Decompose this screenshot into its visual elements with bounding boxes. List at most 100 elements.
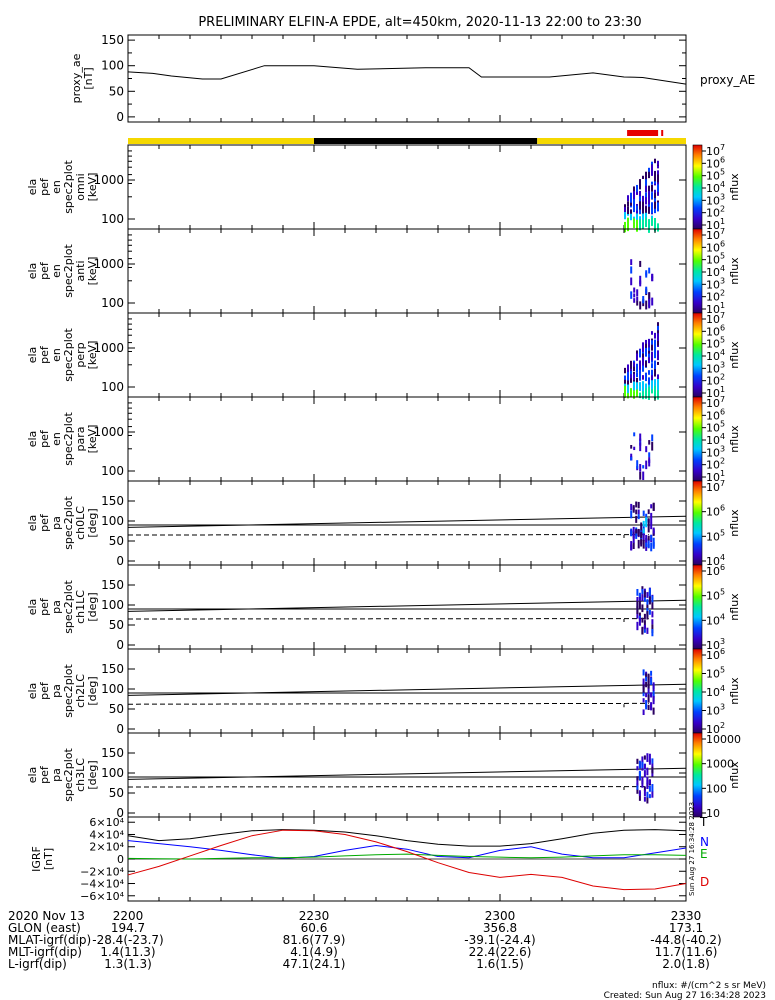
loss-cone-line [127, 767, 687, 780]
spectrogram-pixel [645, 372, 647, 382]
spectrogram-pixel [648, 386, 650, 393]
y-tick-label: 100 [101, 464, 124, 478]
proxy-ae-ylabel: proxy_ae[nT] [70, 53, 95, 103]
spectrogram-pixel [648, 452, 651, 458]
pitch-angle-pixel [641, 626, 644, 635]
footer-row-label: MLT-igrf(dip) [8, 945, 82, 959]
pitch-angle-pixel [651, 763, 654, 768]
pitch-angle-pixel [651, 770, 654, 777]
spectrogram-pixel [657, 379, 659, 383]
spectrogram-pixel [651, 344, 653, 351]
chart-title: PRELIMINARY ELFIN-A EPDE, alt=450km, 202… [198, 15, 641, 30]
spectrogram-pixel [648, 346, 650, 351]
colorbar [692, 396, 703, 482]
spectrogram-pixel [648, 188, 650, 192]
proxy-ae-line [127, 65, 687, 85]
pitch-angle-pixel [652, 696, 655, 705]
pitch-angle-pixel [630, 503, 633, 510]
y-tick-label: 100 [101, 59, 124, 73]
units-note: nflux: #/(cm^2 s sr MeV) [652, 981, 766, 991]
spectrogram-pixel [642, 207, 644, 216]
spectrogram-pixel [654, 199, 656, 204]
spectrogram-pixel [636, 184, 638, 192]
pitch-angle-pixel [648, 588, 651, 597]
pitch-angle-pixel [645, 517, 648, 523]
svg-text:elapefenspec2plotomni[keV]: elapefenspec2plotomni[keV] [26, 160, 99, 214]
spectrogram-pixel [630, 291, 633, 299]
spectrogram-frame [127, 144, 687, 230]
spectrogram-pixel [627, 201, 629, 207]
colorbar-tick-label: 105 [706, 666, 725, 681]
loss-cone-line [127, 683, 687, 696]
pitch-angle-pixel [641, 783, 644, 788]
pitch-angle-pixel [637, 501, 640, 509]
spectrogram-pixel [648, 384, 650, 389]
spectrogram-pixel [627, 364, 629, 372]
colorbar-tick-label: 104 [706, 432, 725, 447]
spectrogram-ylabel: elapefenspec2plotomni[keV] [26, 160, 99, 214]
spectrogram-pixel [639, 219, 641, 228]
pitch-angle-pixel [646, 599, 649, 605]
pitch-angle-pixel [636, 758, 639, 764]
footer-row-label: GLON (east) [8, 921, 81, 935]
spectrogram-pixel [642, 195, 644, 200]
spectrogram-pixel [654, 201, 656, 206]
pitch-angle-pixel [651, 624, 654, 634]
spectrogram-pixel [657, 333, 659, 341]
svg-text:elapefenspec2plotperp[keV]: elapefenspec2plotperp[keV] [26, 328, 99, 382]
pitch-angle-pixel [632, 536, 635, 544]
pitch-angle-frame [127, 480, 687, 566]
proxy-ae-frame [127, 34, 687, 123]
igrf-legend-E: E [700, 847, 708, 861]
state-bar-segment [314, 138, 538, 144]
pitch-angle-pixel [647, 535, 650, 541]
spectrogram-pixel [639, 216, 641, 222]
spectrogram-pixel [633, 446, 636, 451]
spectrogram-pixel [642, 219, 644, 226]
spectrogram-pixel [654, 369, 656, 377]
pitch-angle-frame [127, 648, 687, 734]
spectrogram-pixel [651, 192, 653, 200]
spectrogram-pixel [633, 363, 635, 369]
pitch-angle-pixel [646, 753, 649, 762]
footer-row-label: MLAT-igrf(dip) [8, 933, 91, 947]
spectrogram-pixel [651, 441, 654, 451]
pitch-angle-pixel [636, 788, 639, 794]
spectrogram-pixel [639, 349, 641, 358]
spectrogram-pixel [624, 389, 626, 398]
colorbar-tick-label: 104 [706, 684, 725, 699]
spectrogram-pixel [639, 464, 642, 472]
spectrogram-pixel [642, 198, 644, 203]
colorbar-tick-label: 101 [706, 217, 725, 232]
footer-row-value: -28.4(-23.7) [92, 933, 163, 947]
y-tick-label: 100 [101, 766, 124, 780]
footer-row-value: 4.1(4.9) [290, 945, 338, 959]
pitch-angle-ylabel: elapefpaspec2plotch1LC[deg] [26, 580, 99, 634]
y-tick-label: 100 [101, 682, 124, 696]
spectrogram-pixel [648, 169, 650, 179]
colorbar-tick-label: 105 [706, 168, 725, 183]
pitch-angle-pixel [650, 517, 653, 524]
svg-text:proxy_ae[nT]: proxy_ae[nT] [70, 53, 95, 103]
spectrogram-pixel [627, 377, 629, 386]
colorbar-tick-label: 105 [706, 420, 725, 435]
svg-text:elapefpaspec2plotch1LC[deg]: elapefpaspec2plotch1LC[deg] [26, 580, 99, 634]
spectrogram-pixel [636, 190, 638, 195]
state-bar-segment [537, 138, 686, 144]
pitch-angle-pixel [641, 594, 644, 602]
colorbar-tick-label: 105 [706, 252, 725, 267]
y-tick-label: 0 [117, 853, 124, 866]
spectrogram-pixel [642, 296, 645, 304]
spectrogram-pixel [624, 223, 626, 233]
spectrogram-pixel [624, 385, 626, 393]
colorbar-tick-label: 105 [706, 528, 725, 543]
y-tick-label: 100 [101, 514, 124, 528]
spectrogram-pixel [636, 205, 638, 211]
pitch-angle-pixel [643, 755, 646, 760]
pitch-angle-pixel [635, 529, 638, 534]
spectrogram-pixel [654, 191, 656, 198]
spectrogram-pixel [648, 185, 650, 190]
pitch-angle-pixel [641, 586, 644, 591]
igrf-legend-N: N [700, 835, 709, 849]
pitch-angle-pixel [638, 600, 641, 609]
